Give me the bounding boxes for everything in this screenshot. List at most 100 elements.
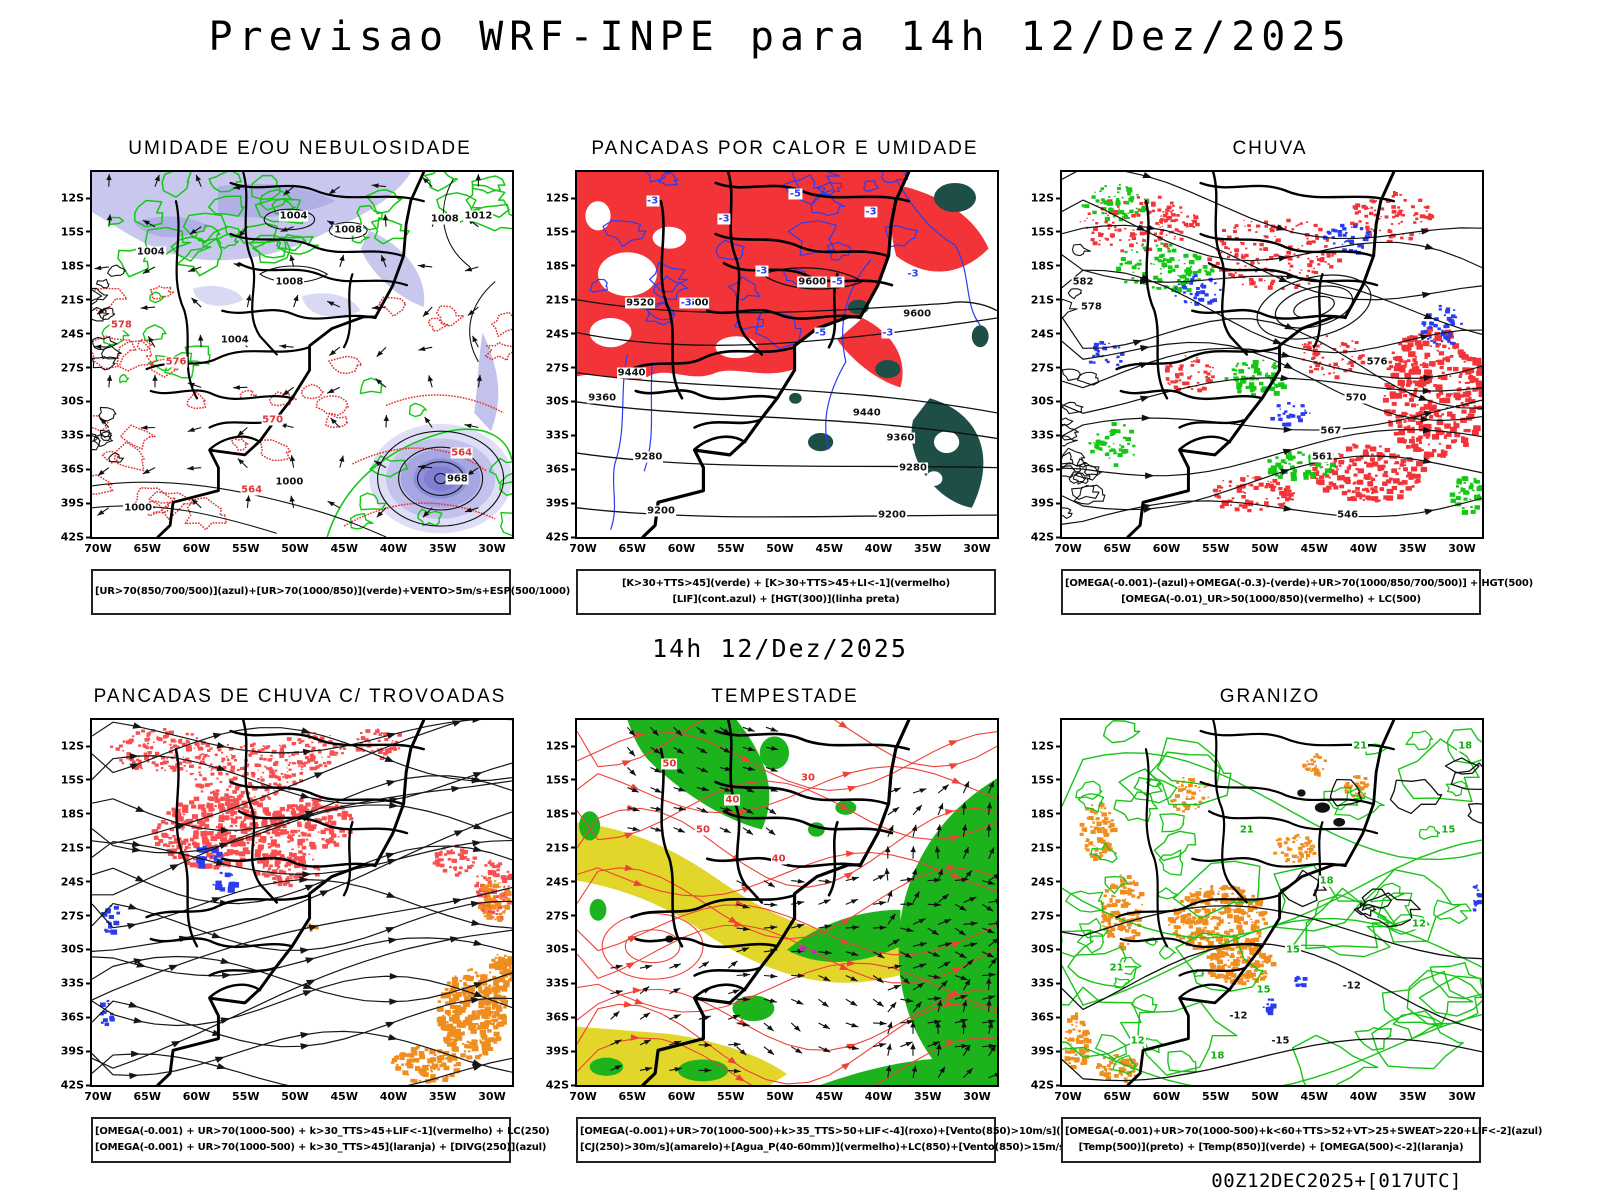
lon-tick-label: 40W [864,542,893,555]
lat-tick-label: 39S [531,1045,577,1058]
lon-tick-label: 30W [1448,1090,1476,1103]
lat-tick-label: 12S [531,192,577,205]
contour-label: 1008 [429,213,460,225]
weather-panel-tempestade: TEMPESTADE [546,686,1107,1163]
weather-panel-chuva: CHUVA [1031,138,1533,615]
lat-tick-label: 27S [1016,361,1062,374]
lat-tick-label: 24S [531,875,577,888]
contour-label: 21 [1352,740,1369,752]
lon-tick-label: 60W [182,1090,211,1103]
lat-tick-label: 36S [531,463,577,476]
lon-tick-label: 45W [330,542,358,555]
lat-tick-label: 42S [531,531,577,544]
purple-severe-bits [799,946,817,954]
lon-tick-label: 70W [1054,1090,1082,1103]
lon-axis: 70W 65W 60W 55W 50W 45W 40W 35W 30W [569,539,999,559]
terrain-dots [1297,789,1346,827]
lat-tick-label: 33S [46,977,92,990]
map-chuva: 12S 15S 18S 21S 24S 27S 30S 33S 36S 39S 42S 582 578 5… [1031,170,1484,544]
lat-tick-label: 12S [46,740,92,753]
panel-title: TEMPESTADE [711,686,859,707]
contour-label: 576 [164,356,188,368]
lat-tick-label: 27S [531,361,577,374]
contour-label: 50 [695,824,711,835]
contour-label: 40 [770,853,787,865]
contour-label: 9200 [646,505,676,517]
lon-tick-label: 50W [766,1090,794,1103]
lat-tick-label: 15S [46,225,92,238]
lon-tick-label: 50W [281,1090,309,1103]
lat-tick-label: 21S [531,293,577,306]
lon-tick-label: 40W [1349,1090,1378,1103]
contour-label: 9520 [625,297,655,309]
lon-tick-label: 55W [1202,1090,1230,1103]
lon-tick-label: 30W [1448,542,1476,555]
lat-tick-label: 27S [46,909,92,922]
lon-tick-label: 45W [330,1090,358,1103]
lat-tick-label: 15S [531,773,577,786]
lat-tick-label: 42S [531,1079,577,1092]
lon-axis: 70W 65W 60W 55W 50W 45W 40W 35W 30W [84,539,514,559]
lat-tick-label: 18S [531,807,577,820]
contour-label: 570 [261,414,285,426]
lat-tick-label: 18S [1016,259,1062,272]
legend-box: [OMEGA(-0.001)+UR>70(1000-500)+k<60+TTS>… [1061,1117,1543,1163]
contour-label: 578 [1079,301,1103,313]
contour-label: 12 [1129,1035,1146,1047]
contour-label: 576 [1365,356,1389,368]
contour-label: 564 [240,484,264,496]
legend-box: [UR>70(850/700/500)](azul)+[UR>70(1000/8… [91,569,570,615]
lat-tick-label: 15S [531,225,577,238]
legend-line: [CJ(250)>30m/s](amarelo)+[Agua_P(40-60mm… [580,1142,1107,1153]
lon-tick-label: 30W [963,542,991,555]
contour-label: 18 [1457,740,1474,752]
weather-panel-trovoadas: PANCADAS DE CHUVA C/ TROVOADAS [61,686,550,1163]
contour-label: -15 [1270,1035,1291,1047]
lat-tick-label: 21S [1016,841,1062,854]
legend-line: [Temp(500)](preto) + [Temp(850)](verde) … [1078,1142,1464,1153]
lat-tick-label: 15S [1016,225,1062,238]
coastline-borders [632,172,909,537]
lat-tick-label: 12S [1016,192,1062,205]
lon-tick-label: 65W [618,542,646,555]
lon-tick-label: 35W [429,542,457,555]
contour-label: 40 [724,794,741,806]
instability-red-fill [577,172,989,388]
legend-line: [OMEGA(-0.001) + UR>70(1000-500) + k>30_… [95,1126,550,1137]
lon-axis: 70W 65W 60W 55W 50W 45W 40W 35W 30W [1054,539,1484,559]
lon-tick-label: 60W [1152,1090,1181,1103]
lat-tick-label: 12S [531,740,577,753]
lat-tick-label: 24S [531,327,577,340]
lon-tick-label: 35W [429,1090,457,1103]
lat-tick-label: 33S [46,429,92,442]
contour-label: 1000 [274,476,305,488]
contour-label: 9440 [851,407,882,419]
lat-tick-label: 30S [531,943,577,956]
lon-tick-label: 35W [1399,1090,1427,1103]
map-tempestade: 12S 15S 18S 21S 24S 27S 30S 33S 36S 39S 42S 40 50 30 4… [546,718,999,1092]
contour-label: 15 [1255,984,1272,996]
coastline-borders [1117,172,1394,537]
map-umidade: 12S 15S 18S 21S 24S 27S 30S 33S 36S 39S 42S 1004 100… [61,170,514,544]
coastline-borders [147,720,424,1085]
lon-tick-label: 70W [569,542,597,555]
lon-tick-label: 55W [1202,542,1230,555]
panel-title: UMIDADE E/OU NEBULOSIDADE [128,138,472,159]
lon-tick-label: 60W [1152,542,1181,555]
contour-label: 9600 [797,276,828,287]
lat-tick-label: 39S [1016,497,1062,510]
lon-tick-label: 55W [717,1090,745,1103]
contour-label: -3 [864,206,878,218]
contour-label: 15 [1440,824,1457,835]
lat-tick-label: 39S [531,497,577,510]
lat-tick-label: 27S [531,909,577,922]
contour-label: 968 [445,473,469,485]
legend-line: [OMEGA(-0.001)+UR>70(1000-500)+k<60+TTS>… [1065,1126,1543,1137]
weather-panel-pancadas-calor: PANCADAS POR CALOR E UMIDADE [546,138,999,615]
lat-tick-label: 30S [1016,395,1062,408]
lat-tick-label: 36S [531,1011,577,1024]
contour-label: 1008 [274,276,305,287]
panel-title: PANCADAS POR CALOR E UMIDADE [591,138,979,159]
contour-label: 9280 [898,462,928,474]
